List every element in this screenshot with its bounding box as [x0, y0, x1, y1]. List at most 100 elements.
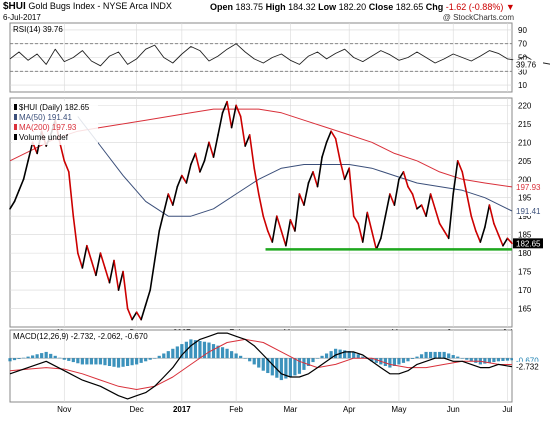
index-name: Gold Bugs Index - NYSE Arca INDX [28, 1, 172, 11]
macd-hist-bar-105 [483, 358, 487, 364]
macd-hist-bar-19 [94, 358, 98, 365]
price-segment-51 [235, 104, 242, 118]
macd-hist-bar-32 [153, 358, 157, 359]
macd-hist-bar-38 [180, 344, 184, 359]
price-segment-69 [316, 156, 323, 188]
price-segment-58 [266, 230, 274, 243]
macd-hist-bar-90 [415, 356, 419, 359]
price-segment-84 [384, 193, 391, 217]
price-segment-104 [475, 230, 482, 243]
macd-hist-bar-109 [501, 358, 505, 361]
price-legend-swatch-1 [14, 114, 17, 120]
open-value: 183.75 [235, 2, 264, 12]
rsi-ytick-2: 50 [518, 54, 527, 63]
price-segment-75 [343, 167, 350, 181]
macd-hist-bar-78 [361, 356, 365, 359]
watermark: @ StockCharts.com [442, 13, 514, 22]
macd-hist-bar-102 [469, 358, 473, 362]
price-legend-0: $HUI (Daily) 182.65 [19, 103, 90, 112]
macd-hist-bar-54 [252, 358, 256, 365]
high-label: High [265, 2, 286, 12]
macd-hist-bar-62 [288, 358, 292, 377]
chg-value: -1.62 (-0.88%) [445, 2, 504, 12]
price-last-tag: 182.65 [516, 239, 541, 248]
macd-hist-bar-56 [261, 358, 265, 371]
macd-hist-bar-70 [324, 353, 329, 359]
price-segment-19 [90, 259, 97, 277]
macd-hist-bar-26 [125, 358, 130, 366]
price-segment-93 [425, 193, 432, 217]
chart-header-title: $HUI Gold Bugs Index - NYSE Arca INDX [3, 1, 172, 12]
price-segment-33 [153, 230, 161, 262]
macd-hist-bar-4 [26, 356, 30, 359]
macd-hist-bar-107 [492, 358, 496, 363]
price-segment-46 [212, 134, 219, 158]
price-segment-90 [411, 193, 418, 210]
rsi-ytick-4: 90 [518, 26, 527, 35]
price-segment-67 [307, 171, 314, 184]
macd-hist-bar-100 [460, 358, 464, 359]
price-segment-65 [298, 193, 305, 206]
macd-hist-bar-52 [243, 358, 247, 359]
macd-hist-bar-81 [374, 358, 378, 363]
price-legend-bg [12, 101, 98, 145]
macd-hist-bar-33 [157, 355, 161, 359]
price-ytick-5: 190 [518, 212, 532, 221]
price-segment-76 [348, 167, 355, 217]
macd-hist-bar-68 [315, 358, 320, 359]
price-segment-102 [465, 193, 473, 217]
high-value: 184.32 [288, 2, 316, 12]
price-segment-18 [86, 244, 93, 262]
macd-hist-last-tag: -0.670 [516, 356, 539, 365]
price-segment-14 [67, 171, 75, 217]
price-legend-swatch-3 [14, 134, 17, 140]
price-last-tag-bg [513, 238, 543, 249]
macd-hist-bar-59 [275, 358, 279, 378]
price-segment-68 [312, 171, 319, 188]
price-segment-54 [248, 134, 256, 169]
price-segment-42 [194, 152, 201, 173]
macd-hist-bar-47 [220, 347, 225, 359]
macd-hist-bar-101 [465, 358, 469, 360]
macd-hist-bar-40 [189, 339, 193, 359]
macd-hist-bar-110 [505, 358, 510, 361]
macd-hist-bar-95 [438, 351, 442, 359]
price-segment-53 [244, 134, 251, 147]
macd-hist-bar-23 [112, 358, 116, 367]
price-segment-36 [167, 193, 174, 206]
price-segment-97 [443, 230, 450, 240]
macd-hist-bar-27 [130, 358, 134, 366]
price-segment-87 [398, 171, 405, 181]
price-segment-71 [325, 130, 332, 144]
price-segment-55 [253, 167, 260, 195]
macd-hist-bar-65 [302, 358, 306, 370]
macd-xtick-6: May [391, 405, 406, 414]
price-segment-99 [452, 159, 459, 195]
macd-hist-bar-17 [85, 358, 89, 365]
macd-hist-bar-97 [447, 353, 451, 359]
macd-hist-bar-36 [171, 348, 175, 359]
price-segment-79 [361, 211, 369, 243]
macd-hist-bar-86 [397, 358, 401, 365]
ma50-line [77, 116, 513, 217]
down-arrow-icon: ▼ [505, 2, 515, 12]
macd-signal-line [9, 338, 513, 390]
macd-hist-bar-0 [8, 358, 12, 362]
price-segment-80 [366, 211, 373, 232]
macd-hist-bar-91 [419, 354, 424, 359]
price-segment-61 [280, 230, 287, 247]
price-legend-1: MA(50) 191.41 [19, 113, 72, 122]
macd-xtick-1: Dec [130, 405, 144, 414]
price-segment-89 [407, 185, 414, 195]
macd-hist-last-tag-bg [513, 355, 543, 366]
macd-hist-bar-108 [496, 358, 501, 362]
price-segment-60 [276, 215, 283, 232]
price-segment-52 [239, 115, 246, 147]
macd-hist-bar-30 [144, 358, 148, 362]
macd-hist-bar-15 [76, 358, 80, 364]
macd-hist-bar-60 [279, 358, 283, 381]
price-segment-66 [303, 182, 310, 206]
macd-hist-bar-69 [320, 355, 324, 359]
macd-hist-bar-87 [401, 358, 406, 363]
price-segment-48 [221, 100, 228, 114]
